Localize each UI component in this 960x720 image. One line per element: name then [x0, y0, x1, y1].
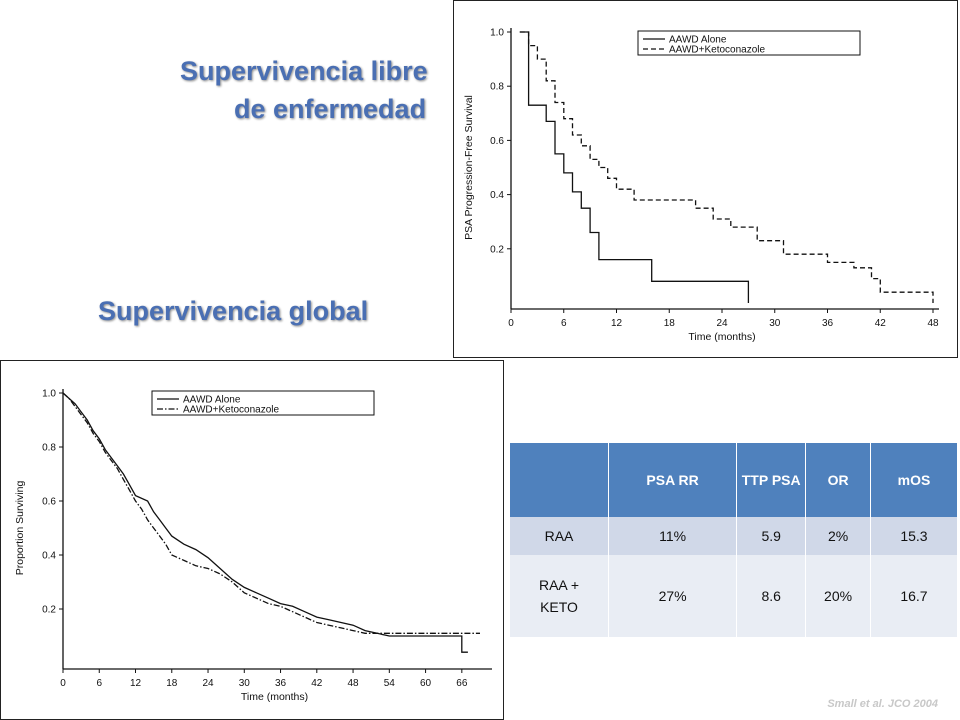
os-chart-panel: 0 6 12 18 24 30 36 42 48 54 60 66 0.2 0.4 0.6 0.8 1.0 Tim… [0, 360, 504, 720]
x-tick-label: 6 [561, 318, 567, 329]
y-tick-label: 0.6 [490, 136, 504, 147]
y-axis-label: Proportion Surviving [14, 481, 26, 576]
table-header-psa-rr: PSA RR [608, 443, 738, 517]
y-tick-label: 0.8 [42, 443, 56, 454]
table-header-mos: mOS [870, 443, 959, 517]
pfs-chart-panel: 0 6 12 18 24 30 36 42 48 0.2 0.4 0.6 0.8 1.0 Time (mon… [453, 0, 958, 358]
x-tick-label: 42 [875, 318, 887, 329]
table-header-or: OR [805, 443, 871, 517]
y-tick-label: 0.2 [42, 605, 56, 616]
x-axis-label: Time (months) [241, 691, 308, 703]
series-line [519, 31, 934, 303]
y-tick-label: 1.0 [42, 389, 56, 400]
x-tick-label: 36 [275, 678, 287, 689]
legend-box [151, 390, 375, 416]
y-tick-label: 0.4 [490, 190, 504, 201]
legend-label: AAWD Alone [183, 395, 241, 406]
series-line [62, 392, 480, 634]
x-tick-label: 6 [96, 678, 102, 689]
y-tick-label: 0.2 [490, 244, 504, 255]
legend-label: AAWD+Ketoconazole [669, 45, 766, 56]
x-tick-label: 48 [927, 318, 939, 329]
y-tick-label: 0.4 [42, 551, 56, 562]
y-tick-label: 0.6 [42, 497, 56, 508]
pfs-title-line1: Supervivencia libre [180, 56, 428, 86]
table-cell: RAA + KETO [510, 555, 609, 637]
legend-label: AAWD Alone [669, 35, 727, 46]
x-tick-label: 18 [166, 678, 178, 689]
x-tick-label: 48 [347, 678, 359, 689]
table-cell: 20% [805, 555, 871, 637]
table-cell: 8.6 [736, 555, 807, 637]
os-chart: 0 6 12 18 24 30 36 42 48 54 60 66 0.2 0.4 0.6 0.8 1.0 Tim… [14, 389, 492, 703]
y-axis-label: PSA Progression-Free Survival [463, 95, 475, 240]
table-row: RAA + KETO 27% 8.6 20% 16.7 [510, 555, 959, 637]
table-cell: 11% [608, 517, 738, 555]
table-row: RAA 11% 5.9 2% 15.3 [510, 517, 959, 555]
table-header-row: PSA RR TTP PSA OR mOS [510, 443, 959, 517]
x-tick-label: 24 [202, 678, 214, 689]
x-tick-label: 24 [716, 318, 728, 329]
table-cell: 5.9 [736, 517, 807, 555]
pfs-title-line2: de enfermedad [234, 94, 427, 124]
legend-box [637, 30, 861, 56]
x-tick-label: 66 [456, 678, 468, 689]
y-tick-label: 1.0 [490, 28, 504, 39]
table-cell: 2% [805, 517, 871, 555]
legend-label: AAWD+Ketoconazole [183, 405, 280, 416]
x-tick-label: 36 [822, 318, 834, 329]
table-header-ttp-psa: TTP PSA [736, 443, 807, 517]
x-tick-label: 54 [384, 678, 396, 689]
table-cell: 15.3 [870, 517, 959, 555]
series-line [62, 392, 468, 653]
x-axis-label: Time (months) [688, 331, 755, 343]
x-tick-label: 30 [769, 318, 781, 329]
x-tick-label: 12 [130, 678, 142, 689]
y-tick-label: 0.8 [490, 82, 504, 93]
x-tick-label: 42 [311, 678, 323, 689]
table-cell: 16.7 [870, 555, 959, 637]
table-header-empty [510, 443, 609, 517]
x-tick-label: 0 [60, 678, 66, 689]
x-tick-label: 12 [611, 318, 623, 329]
x-tick-label: 0 [508, 318, 514, 329]
series-line [519, 31, 750, 303]
results-table: PSA RR TTP PSA OR mOS RAA 11% 5.9 2% 15.… [510, 443, 959, 637]
x-tick-label: 18 [664, 318, 676, 329]
pfs-chart: 0 6 12 18 24 30 36 42 48 0.2 0.4 0.6 0.8 1.0 Time (mon… [463, 28, 939, 343]
x-tick-label: 30 [239, 678, 251, 689]
os-title: Supervivencia global [98, 296, 369, 326]
citation: Small et al. JCO 2004 [827, 698, 938, 710]
table-cell: 27% [608, 555, 738, 637]
x-tick-label: 60 [420, 678, 432, 689]
table-cell: RAA [510, 517, 609, 555]
